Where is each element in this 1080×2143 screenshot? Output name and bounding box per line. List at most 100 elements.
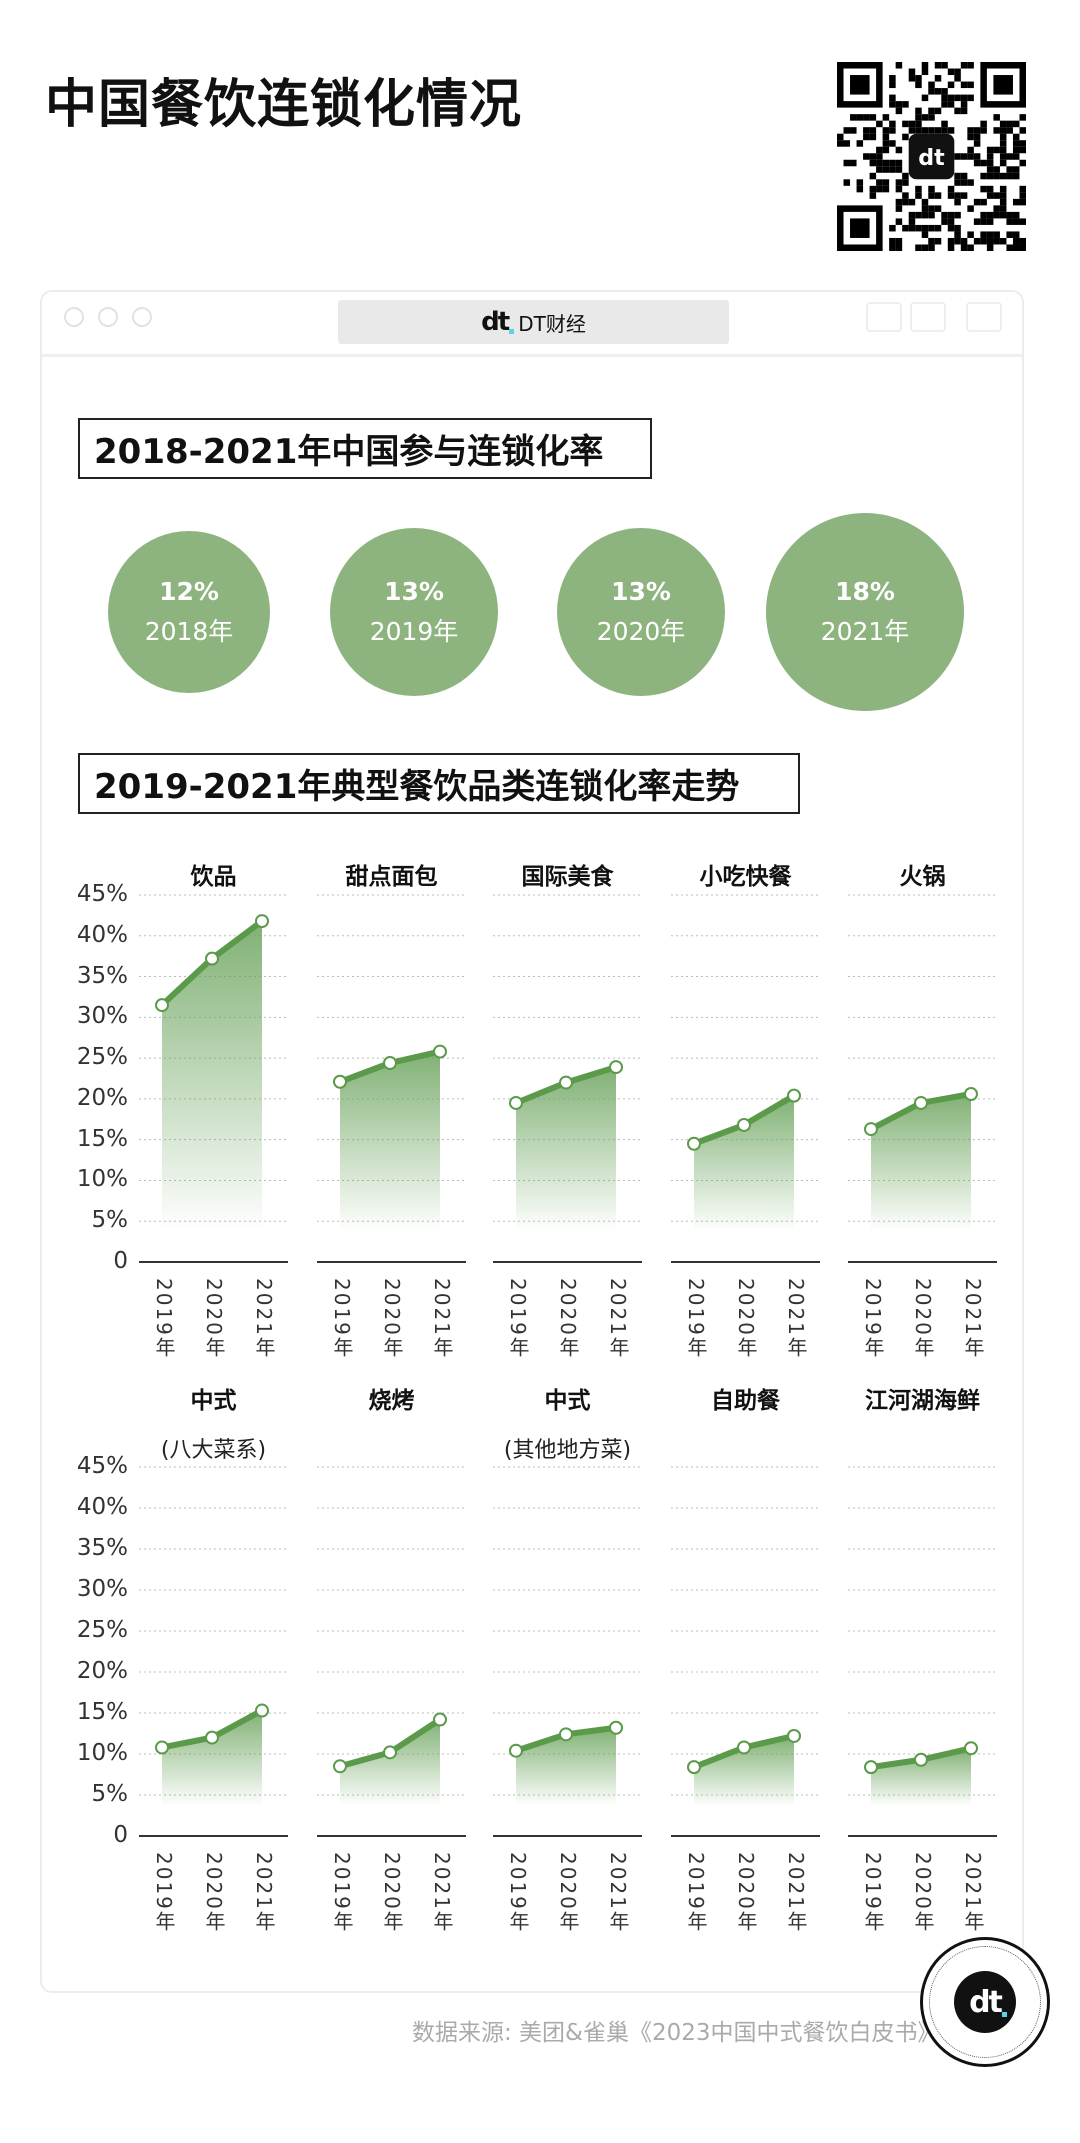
x-tick-label: 2021年 — [784, 1852, 808, 1933]
x-tick-label: 2020年 — [734, 1852, 758, 1933]
x-tick-label: 2021年 — [252, 1852, 276, 1933]
x-tick-label: 2019年 — [330, 1278, 354, 1359]
y-tick-label: 40% — [76, 921, 128, 948]
panel-title: 火锅 — [899, 864, 946, 890]
minimize-window-icon[interactable] — [98, 307, 118, 327]
rate-circle: 13% 2019年 — [330, 528, 498, 696]
data-point — [737, 1740, 751, 1755]
close-window-icon[interactable] — [64, 307, 84, 327]
x-tick-label: 2021年 — [961, 1852, 985, 1933]
panel-title: 饮品 — [190, 864, 237, 890]
data-point — [255, 1703, 269, 1718]
data-point — [964, 1741, 978, 1756]
y-tick-label: 35% — [76, 962, 128, 989]
data-point — [914, 1095, 928, 1110]
data-point — [687, 1760, 701, 1775]
data-point — [155, 998, 169, 1013]
series-area — [340, 1719, 440, 1806]
y-tick-label: 25% — [76, 1044, 128, 1071]
series-area — [694, 1735, 794, 1806]
panel-title: 中式 — [190, 1388, 237, 1414]
series-area — [516, 1067, 616, 1232]
x-tick-label: 2021年 — [606, 1278, 630, 1359]
panel-title: 中式 — [544, 1388, 591, 1414]
chart-row — [139, 894, 997, 1263]
panel-title: 自助餐 — [711, 1388, 780, 1414]
share-icon[interactable] — [910, 302, 946, 332]
series-area — [340, 1051, 440, 1232]
data-point — [205, 951, 219, 966]
x-tick-label: 2019年 — [506, 1852, 530, 1933]
x-tick-label: 2020年 — [556, 1852, 580, 1933]
data-point — [787, 1728, 801, 1743]
x-tick-label: 2020年 — [556, 1278, 580, 1359]
data-point — [864, 1122, 878, 1137]
series-area — [694, 1095, 794, 1232]
series-area — [516, 1727, 616, 1806]
y-tick-label: 5% — [91, 1207, 129, 1234]
rate-year: 2019年 — [369, 616, 459, 646]
y-tick-label: 40% — [76, 1494, 128, 1520]
data-point — [687, 1136, 701, 1151]
x-tick-label: 2019年 — [861, 1278, 885, 1359]
section-title-chain-rate: 2018-2021年中国参与连锁化率 — [78, 418, 652, 479]
x-tick-label: 2020年 — [202, 1278, 226, 1359]
x-tick-label: 2020年 — [734, 1278, 758, 1359]
x-tick-label: 2019年 — [152, 1852, 176, 1933]
y-tick-label: 45% — [76, 1453, 128, 1479]
record-icon[interactable] — [866, 302, 902, 332]
address-bar[interactable]: dt DT财经 — [338, 300, 729, 344]
data-point — [509, 1095, 523, 1110]
y-tick-label: 10% — [76, 1740, 128, 1766]
data-point — [155, 1740, 169, 1755]
data-point — [333, 1074, 347, 1089]
y-tick-label: 15% — [76, 1699, 128, 1725]
panel-subtitle: (其他地方菜) — [503, 1438, 632, 1463]
y-tick-label: 45% — [76, 881, 128, 907]
rate-value: 13% — [384, 576, 444, 606]
y-tick-label: 15% — [76, 1125, 128, 1152]
data-point — [964, 1086, 978, 1101]
y-tick-label: 20% — [76, 1084, 128, 1111]
dt-badge-logo: dt — [920, 1937, 1050, 2067]
x-tick-label: 2019年 — [506, 1278, 530, 1359]
y-tick-label: 25% — [76, 1617, 128, 1643]
tabs-icon[interactable] — [966, 302, 1002, 332]
panel-subtitle: (八大菜系) — [160, 1438, 267, 1463]
y-tick-label: 30% — [76, 1576, 128, 1602]
data-point — [333, 1759, 347, 1774]
maximize-window-icon[interactable] — [132, 307, 152, 327]
svg-text:dt: dt — [918, 145, 945, 171]
y-tick-label: 35% — [76, 1535, 128, 1561]
x-tick-label: 2021年 — [430, 1852, 454, 1933]
dt-logo-icon: dt — [969, 1985, 1007, 2020]
data-point — [787, 1088, 801, 1103]
rate-year: 2021年 — [820, 616, 910, 646]
series-area — [162, 921, 262, 1232]
x-tick-label: 2019年 — [861, 1852, 885, 1933]
titlebar-divider — [42, 354, 1022, 357]
data-source: 数据来源: 美团&雀巢《2023中国中式餐饮白皮书》 — [412, 2020, 941, 2046]
x-tick-label: 2020年 — [380, 1278, 404, 1359]
panel-title: 烧烤 — [368, 1388, 415, 1414]
data-point — [864, 1760, 878, 1775]
y-tick-label: 5% — [91, 1781, 129, 1807]
panel-title: 甜点面包 — [345, 864, 438, 890]
y-tick-label: 0 — [113, 1248, 128, 1274]
rate-circle: 13% 2020年 — [557, 528, 725, 696]
x-tick-label: 2020年 — [911, 1278, 935, 1359]
rate-circle: 12% 2018年 — [108, 531, 270, 693]
y-tick-label: 0 — [113, 1822, 128, 1848]
chart-row — [139, 1466, 997, 1837]
data-point — [609, 1720, 623, 1735]
panel-title: 小吃快餐 — [699, 864, 792, 890]
rate-year: 2018年 — [144, 616, 234, 646]
data-point — [205, 1730, 219, 1745]
x-tick-label: 2019年 — [330, 1852, 354, 1933]
x-tick-label: 2021年 — [784, 1278, 808, 1359]
data-point — [509, 1743, 523, 1758]
series-area — [871, 1093, 971, 1232]
y-tick-label: 20% — [76, 1658, 128, 1684]
x-tick-label: 2020年 — [380, 1852, 404, 1933]
series-area — [871, 1748, 971, 1806]
